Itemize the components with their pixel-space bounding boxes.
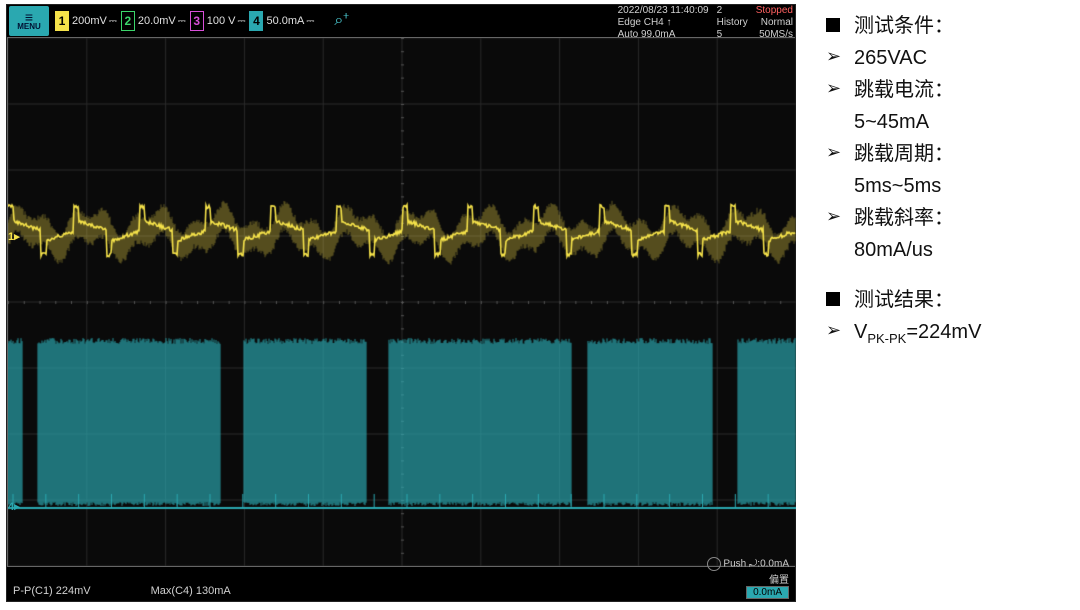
channel-indicator-2[interactable]: 220.0mV⎓: [121, 11, 186, 31]
notes-panel: 测试条件： ➢ 265VAC ➢ 跳载电流： 5~45mA ➢ 跳载周期： 5ms~5ms…: [796, 0, 1080, 610]
ch4-ground-marker: 4▸: [6, 500, 22, 513]
notes-line-vpkpk: VPK-PK=224mV: [854, 316, 981, 350]
arrow-bullet-icon: ➢: [826, 202, 840, 231]
waveform-plot: 1▸ 4▸: [7, 37, 795, 567]
zoom-icon[interactable]: ⌕⁺: [334, 12, 348, 30]
knob-icon: [707, 557, 721, 571]
notes-heading-conditions: 测试条件：: [854, 10, 954, 42]
notes-line-period-label: 跳载周期：: [854, 143, 954, 165]
channel-indicator-4[interactable]: 450.0mA⎓: [249, 11, 314, 31]
arrow-bullet-icon: ➢: [826, 316, 840, 345]
measurement-max: Max(C4) 130mA: [151, 585, 231, 597]
ch1-ground-marker: 1▸: [6, 230, 22, 243]
notes-line-current-val: 5~45mA: [854, 111, 929, 133]
acq-mode: Normal: [761, 17, 793, 29]
channel-indicator-1[interactable]: 1200mV⎓: [55, 11, 117, 31]
top-right-status: 2022/08/23 11:40:09 Edge CH4 ↑ Auto 99.0…: [618, 5, 793, 41]
notes-heading-results: 测试结果：: [854, 284, 954, 316]
datetime: 2022/08/23 11:40:09: [618, 5, 709, 17]
menu-label: MENU: [17, 22, 41, 31]
measurement-pp: P-P(C1) 224mV: [13, 585, 91, 597]
run-status: Stopped: [756, 5, 793, 17]
menu-button[interactable]: ≡ MENU: [9, 6, 49, 36]
scope-bottom-bar: P-P(C1) 224mV Max(C4) 130mA Push ⤾:0.0mA…: [7, 567, 795, 601]
notes-line-slew-label: 跳载斜率：: [854, 207, 954, 229]
hist-num: 2: [717, 5, 723, 17]
notes-line-vac: 265VAC: [854, 42, 927, 74]
scope-top-bar: ≡ MENU 1200mV⎓220.0mV⎓3100 V⎓450.0mA⎓ ⌕⁺…: [7, 5, 795, 37]
arrow-bullet-icon: ➢: [826, 74, 840, 103]
square-bullet-icon: [826, 292, 840, 306]
menu-icon: ≡: [25, 12, 33, 22]
channel-indicator-3[interactable]: 3100 V⎓: [190, 11, 246, 31]
square-bullet-icon: [826, 18, 840, 32]
history-label[interactable]: History: [717, 17, 748, 29]
notes-line-slew-val: 80mA/us: [854, 239, 933, 261]
arrow-bullet-icon: ➢: [826, 138, 840, 167]
offset-value: 0.0mA: [746, 586, 789, 599]
offset-label: 偏置: [769, 571, 789, 586]
waveform-canvas: [8, 38, 796, 566]
arrow-bullet-icon: ➢: [826, 42, 840, 71]
notes-line-period-val: 5ms~5ms: [854, 175, 941, 197]
notes-line-current-label: 跳载电流：: [854, 79, 954, 101]
oscilloscope-panel: ≡ MENU 1200mV⎓220.0mV⎓3100 V⎓450.0mA⎓ ⌕⁺…: [6, 4, 796, 602]
offset-control[interactable]: Push ⤾:0.0mA 偏置 0.0mA: [707, 557, 789, 599]
trigger-line1: Edge CH4 ↑: [618, 17, 672, 29]
offset-push: Push ⤾:0.0mA: [723, 559, 789, 570]
